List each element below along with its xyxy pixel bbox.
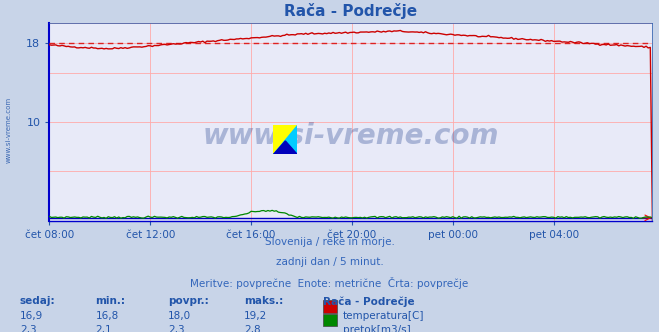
Text: pretok[m3/s]: pretok[m3/s] bbox=[343, 325, 411, 332]
Text: min.:: min.: bbox=[96, 296, 126, 306]
Text: www.si-vreme.com: www.si-vreme.com bbox=[5, 96, 12, 163]
Text: Slovenija / reke in morje.: Slovenija / reke in morje. bbox=[264, 237, 395, 247]
Text: 2,3: 2,3 bbox=[168, 325, 185, 332]
Polygon shape bbox=[273, 141, 297, 154]
Text: www.si-vreme.com: www.si-vreme.com bbox=[203, 122, 499, 150]
Text: 19,2: 19,2 bbox=[244, 311, 267, 321]
Text: povpr.:: povpr.: bbox=[168, 296, 209, 306]
Text: 2,3: 2,3 bbox=[20, 325, 36, 332]
Text: 2,8: 2,8 bbox=[244, 325, 260, 332]
Text: temperatura[C]: temperatura[C] bbox=[343, 311, 424, 321]
Text: 2,1: 2,1 bbox=[96, 325, 112, 332]
Text: maks.:: maks.: bbox=[244, 296, 283, 306]
Title: Rača - Podrečje: Rača - Podrečje bbox=[284, 3, 418, 19]
Text: Meritve: povprečne  Enote: metrične  Črta: povprečje: Meritve: povprečne Enote: metrične Črta:… bbox=[190, 277, 469, 289]
Text: zadnji dan / 5 minut.: zadnji dan / 5 minut. bbox=[275, 257, 384, 267]
Text: sedaj:: sedaj: bbox=[20, 296, 55, 306]
Polygon shape bbox=[273, 124, 297, 154]
Text: 18,0: 18,0 bbox=[168, 311, 191, 321]
Text: 16,9: 16,9 bbox=[20, 311, 43, 321]
Polygon shape bbox=[273, 124, 297, 154]
Text: Rača - Podrečje: Rača - Podrečje bbox=[323, 296, 415, 307]
Text: 16,8: 16,8 bbox=[96, 311, 119, 321]
